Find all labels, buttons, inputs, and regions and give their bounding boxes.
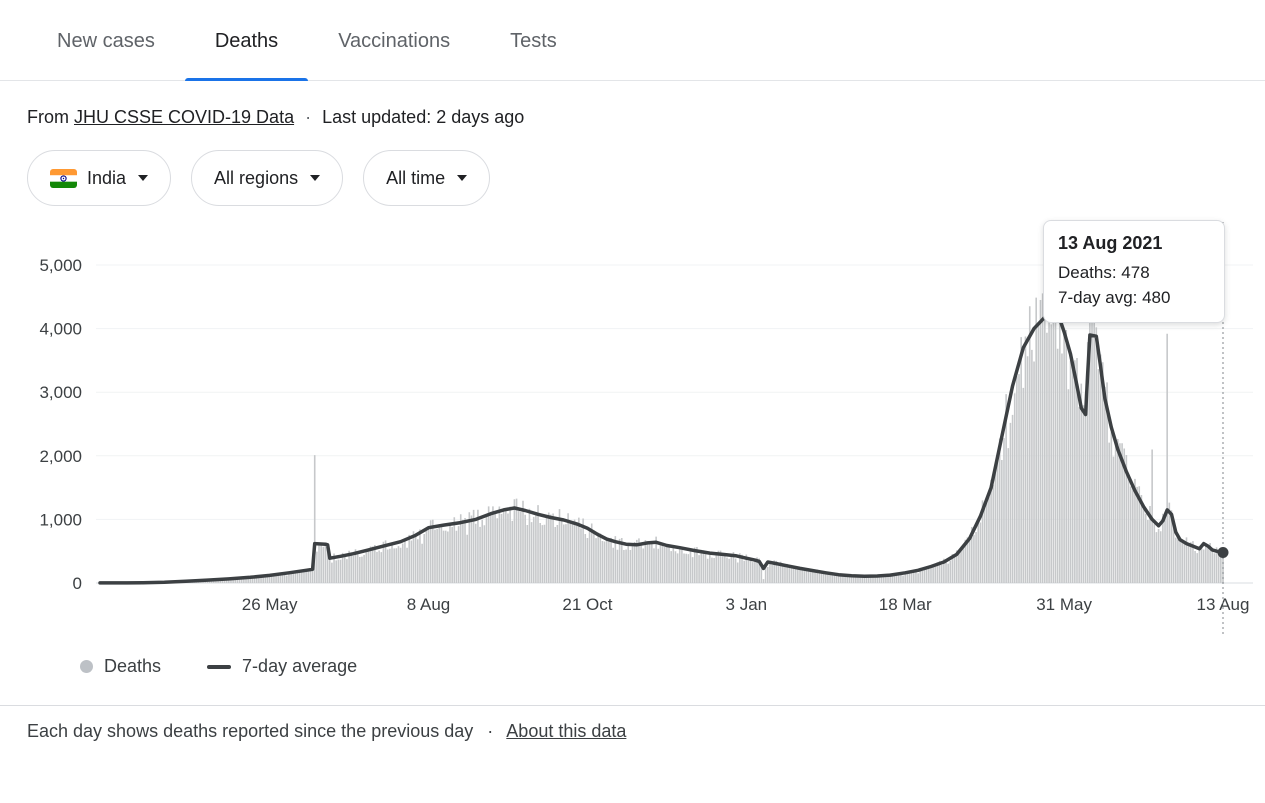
tab-new-cases[interactable]: New cases — [57, 30, 155, 52]
svg-text:0: 0 — [73, 574, 82, 593]
svg-text:3 Jan: 3 Jan — [726, 595, 768, 614]
footer-separator: · — [487, 721, 494, 741]
region-filter-dropdown[interactable]: All regions — [191, 150, 344, 206]
about-this-data-link[interactable]: About this data — [506, 721, 627, 741]
source-line: From JHU CSSE COVID-19 Data · Last updat… — [27, 107, 1265, 128]
svg-text:3,000: 3,000 — [39, 383, 82, 402]
chart-tooltip: 13 Aug 2021 Deaths: 478 7-day avg: 480 — [1043, 220, 1225, 324]
source-prefix: From — [27, 107, 69, 127]
tooltip-deaths-value: Deaths: 478 — [1058, 263, 1150, 282]
svg-text:21 Oct: 21 Oct — [562, 595, 612, 614]
chart-canvas: 0 1,000 2,000 3,000 4,000 5,000 26 May 8 Aug 21 … — [39, 222, 1253, 634]
country-filter-label: India — [87, 167, 127, 188]
footer-divider — [0, 705, 1265, 706]
filter-bar: India All regions All time — [27, 150, 1265, 206]
svg-text:18 Mar: 18 Mar — [879, 595, 932, 614]
chevron-down-icon — [310, 175, 321, 181]
tooltip-avg-value: 7-day avg: 480 — [1058, 287, 1171, 307]
svg-text:4,000: 4,000 — [39, 320, 82, 339]
legend-item-7day-average[interactable]: 7-day average — [207, 656, 357, 677]
deaths-chart[interactable]: 0 1,000 2,000 3,000 4,000 5,000 26 May 8 Aug 21 … — [0, 206, 1265, 636]
svg-text:31 May: 31 May — [1036, 595, 1092, 614]
average-line-icon — [207, 664, 232, 669]
footer-text: Each day shows deaths reported since the… — [27, 721, 474, 741]
chevron-down-icon — [457, 175, 468, 181]
country-filter-dropdown[interactable]: India — [27, 150, 172, 206]
tab-bar: New cases Deaths Vaccinations Tests — [0, 0, 1265, 81]
tab-deaths[interactable]: Deaths — [184, 0, 309, 81]
tab-tests[interactable]: Tests — [510, 30, 557, 52]
tooltip-date: 13 Aug 2021 — [1058, 233, 1163, 253]
svg-text:1,000: 1,000 — [39, 510, 82, 529]
legend-average-label: 7-day average — [242, 656, 358, 676]
legend-deaths-label: Deaths — [104, 656, 162, 676]
region-filter-label: All regions — [214, 167, 299, 188]
svg-text:5,000: 5,000 — [39, 256, 82, 275]
source-separator: · — [305, 107, 312, 127]
svg-text:26 May: 26 May — [242, 595, 298, 614]
svg-text:13 Aug: 13 Aug — [1197, 595, 1250, 614]
last-updated-text: Last updated: 2 days ago — [322, 107, 525, 127]
time-filter-label: All time — [386, 167, 446, 188]
deaths-dot-icon — [80, 660, 93, 673]
svg-text:2,000: 2,000 — [39, 447, 82, 466]
india-flag-icon — [50, 168, 77, 188]
svg-text:8 Aug: 8 Aug — [407, 595, 451, 614]
legend-item-deaths[interactable]: Deaths — [80, 656, 161, 677]
tab-vaccinations[interactable]: Vaccinations — [338, 30, 451, 52]
time-filter-dropdown[interactable]: All time — [363, 150, 491, 206]
chart-legend: Deaths 7-day average — [80, 656, 1265, 677]
footer-note: Each day shows deaths reported since the… — [27, 721, 1265, 742]
source-link[interactable]: JHU CSSE COVID-19 Data — [74, 107, 295, 127]
chevron-down-icon — [138, 175, 149, 181]
